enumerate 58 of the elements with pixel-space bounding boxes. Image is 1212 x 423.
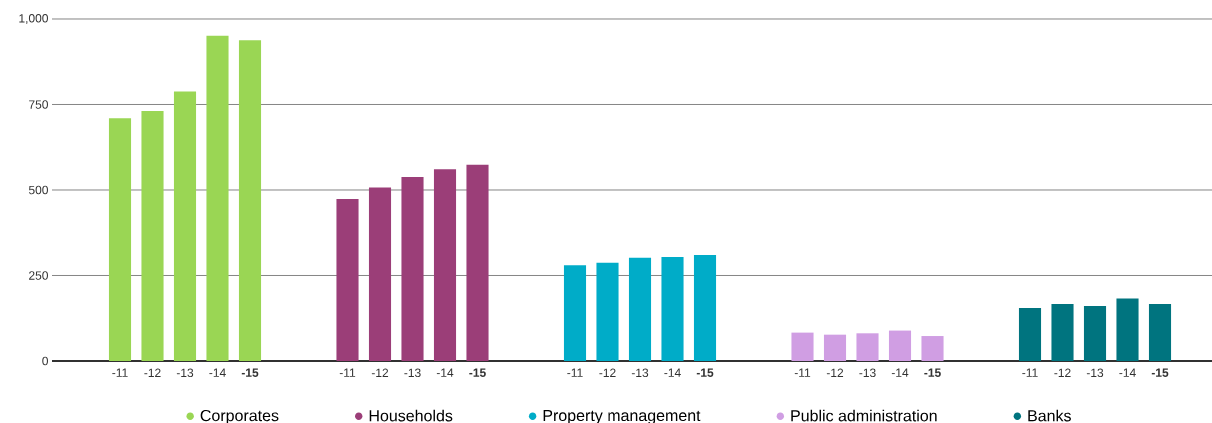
bar xyxy=(401,177,424,361)
bar xyxy=(238,40,262,361)
x-tick-label: -12 xyxy=(826,368,844,377)
bar xyxy=(921,336,944,361)
x-tick-label: -12 xyxy=(144,368,161,377)
x-tick-label: -15 xyxy=(1151,368,1169,377)
bar xyxy=(693,254,717,361)
bar xyxy=(173,91,197,361)
bar xyxy=(596,262,619,361)
x-tick-label: -14 xyxy=(1119,368,1136,377)
x-tick-label: -14 xyxy=(664,368,681,377)
x-tick-label: -11 xyxy=(1022,368,1038,377)
y-tick-label: 500 xyxy=(28,185,48,195)
x-tick-label: -13 xyxy=(176,368,194,378)
bar xyxy=(888,330,912,361)
legend-label: Households xyxy=(369,409,453,422)
x-tick-label: -14 xyxy=(209,368,226,377)
bar xyxy=(368,187,392,361)
y-tick-label: 0 xyxy=(42,356,49,366)
x-tick-label: -12 xyxy=(1054,368,1071,377)
x-tick-label: -15 xyxy=(469,368,486,377)
bar xyxy=(108,118,132,361)
y-tick-label: 750 xyxy=(29,100,48,109)
bar xyxy=(823,334,847,361)
bar xyxy=(628,257,652,361)
bar xyxy=(563,265,587,361)
y-tick-label: 1,000 xyxy=(19,14,48,24)
x-tick-label: -14 xyxy=(891,368,909,377)
x-tick-label: -11 xyxy=(794,368,811,377)
bar xyxy=(1083,305,1107,361)
x-tick-label: -11 xyxy=(339,368,356,377)
bar xyxy=(661,257,684,361)
x-tick-label: -15 xyxy=(241,368,259,377)
bar xyxy=(1051,303,1074,361)
y-tick-label: 250 xyxy=(29,271,48,280)
x-tick-label: -12 xyxy=(599,368,616,377)
x-tick-label: -13 xyxy=(631,368,649,378)
bar xyxy=(466,164,489,361)
x-tick-label: -13 xyxy=(1086,368,1104,378)
x-tick-label: -15 xyxy=(696,368,714,377)
x-tick-label: -12 xyxy=(371,368,389,377)
legend-label: Banks xyxy=(1028,409,1071,422)
bar xyxy=(1148,303,1172,361)
bar xyxy=(433,169,457,361)
bar xyxy=(141,110,164,361)
bar xyxy=(856,333,879,361)
x-tick-label: -15 xyxy=(924,368,941,377)
bar xyxy=(1018,307,1042,361)
bar xyxy=(791,332,814,361)
bar xyxy=(336,198,359,361)
x-tick-label: -13 xyxy=(859,368,876,378)
bar xyxy=(1116,298,1139,361)
x-tick-label: -13 xyxy=(404,368,421,378)
bar xyxy=(206,35,229,361)
x-tick-label: -14 xyxy=(436,368,454,377)
x-tick-label: -11 xyxy=(112,368,128,377)
legend-label: Public administration xyxy=(791,409,937,422)
x-tick-label: -11 xyxy=(567,368,583,377)
